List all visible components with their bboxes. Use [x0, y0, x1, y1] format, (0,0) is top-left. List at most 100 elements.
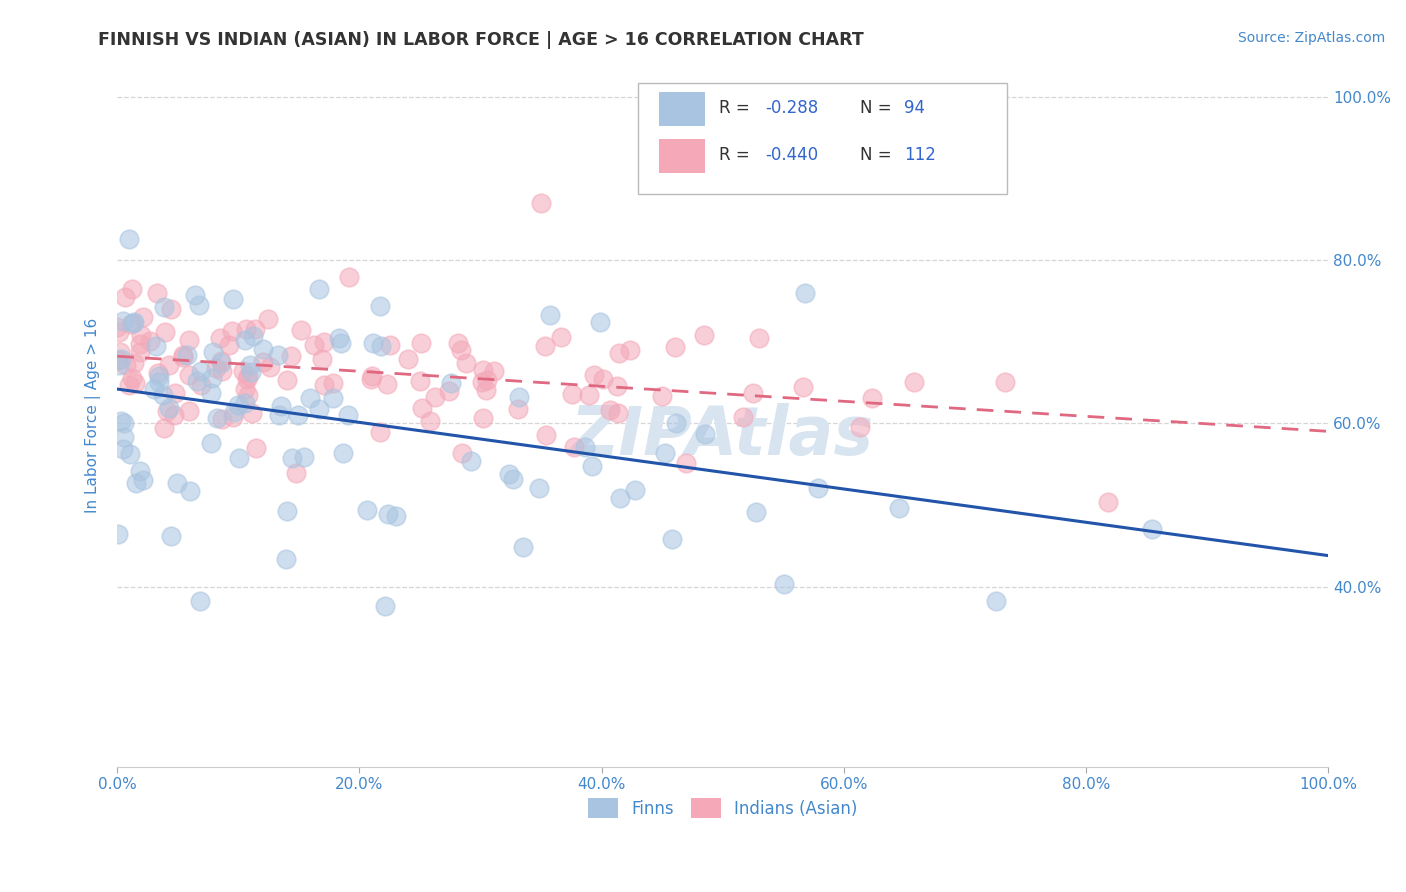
Point — [984, 594, 1007, 608]
Point — [157, 401, 180, 415]
Point — [290, 323, 312, 337]
Point — [148, 375, 170, 389]
Point — [284, 466, 307, 480]
Point — [157, 358, 180, 372]
Point — [118, 232, 141, 246]
Point — [581, 459, 603, 474]
Point — [450, 446, 472, 460]
Point — [482, 364, 505, 378]
Point — [115, 359, 138, 373]
Point — [145, 339, 167, 353]
Point — [328, 330, 350, 344]
Text: -0.440: -0.440 — [765, 146, 818, 164]
Point — [120, 318, 142, 332]
Point — [589, 315, 612, 329]
Point — [208, 331, 231, 345]
Point — [368, 299, 391, 313]
Point — [472, 411, 495, 425]
Point — [188, 593, 211, 607]
Point — [471, 363, 494, 377]
Point — [121, 281, 143, 295]
Point — [370, 339, 392, 353]
Point — [534, 339, 557, 353]
Point — [508, 390, 530, 404]
Point — [245, 322, 267, 336]
Point — [360, 372, 382, 386]
Text: Source: ZipAtlas.com: Source: ZipAtlas.com — [1237, 31, 1385, 45]
Point — [374, 599, 396, 613]
Point — [121, 371, 143, 385]
Text: FINNISH VS INDIAN (ASIAN) IN LABOR FORCE | AGE > 16 CORRELATION CHART: FINNISH VS INDIAN (ASIAN) IN LABOR FORCE… — [98, 31, 865, 49]
Point — [411, 401, 433, 416]
Point — [550, 330, 572, 344]
Point — [179, 484, 201, 499]
Point — [599, 402, 621, 417]
Point — [356, 503, 378, 517]
Point — [425, 390, 447, 404]
Point — [651, 389, 673, 403]
Point — [454, 355, 477, 369]
Point — [269, 409, 291, 423]
Point — [224, 405, 246, 419]
Point — [120, 447, 142, 461]
Point — [903, 376, 925, 390]
Point — [110, 351, 132, 366]
Point — [233, 382, 256, 396]
Point — [176, 348, 198, 362]
Point — [245, 441, 267, 455]
Point — [337, 270, 360, 285]
Point — [129, 328, 152, 343]
FancyBboxPatch shape — [658, 92, 704, 126]
Y-axis label: In Labor Force | Age > 16: In Labor Force | Age > 16 — [86, 318, 101, 513]
Point — [276, 552, 298, 566]
Point — [794, 286, 817, 301]
Point — [201, 345, 224, 359]
Point — [311, 352, 333, 367]
Point — [1097, 495, 1119, 509]
Point — [121, 316, 143, 330]
Text: 94: 94 — [904, 99, 925, 118]
Point — [792, 380, 814, 394]
Point — [578, 387, 600, 401]
Point — [172, 350, 194, 364]
Point — [654, 446, 676, 460]
Point — [179, 368, 201, 382]
FancyBboxPatch shape — [638, 83, 1007, 194]
Point — [112, 416, 135, 430]
Point — [238, 388, 260, 402]
Point — [221, 292, 243, 306]
Point — [240, 406, 263, 420]
Point — [281, 451, 304, 466]
Point — [233, 333, 256, 347]
Point — [1140, 522, 1163, 536]
Point — [228, 398, 250, 412]
Point — [773, 577, 796, 591]
Point — [221, 409, 243, 424]
Point — [125, 475, 148, 490]
Point — [419, 413, 441, 427]
Point — [107, 526, 129, 541]
Point — [619, 343, 641, 357]
Point — [409, 374, 432, 388]
Point — [292, 450, 315, 464]
Point — [129, 344, 152, 359]
Point — [380, 338, 402, 352]
Point — [624, 483, 647, 498]
Point — [477, 372, 499, 386]
Point — [807, 481, 830, 495]
Point — [209, 356, 232, 370]
Point — [475, 383, 498, 397]
Point — [200, 436, 222, 450]
Point — [252, 342, 274, 356]
Point — [538, 308, 561, 322]
Point — [664, 340, 686, 354]
Point — [848, 420, 870, 434]
Point — [748, 331, 770, 345]
Point — [218, 337, 240, 351]
Point — [108, 325, 131, 339]
Point — [235, 322, 257, 336]
Point — [375, 376, 398, 391]
Point — [534, 428, 557, 442]
Point — [276, 373, 298, 387]
Point — [124, 315, 146, 329]
